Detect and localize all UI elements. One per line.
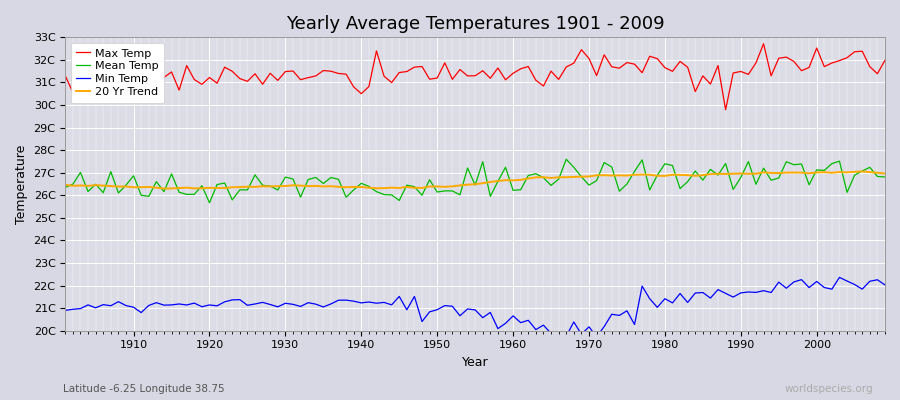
20 Yr Trend	[295, 183, 306, 188]
Max Temp	[60, 73, 71, 78]
Max Temp	[720, 107, 731, 112]
Max Temp	[121, 73, 131, 78]
20 Yr Trend	[607, 173, 617, 178]
Mean Temp	[60, 185, 71, 190]
Max Temp	[500, 78, 511, 82]
20 Yr Trend	[60, 182, 71, 187]
Min Temp	[288, 302, 299, 307]
Mean Temp	[561, 157, 572, 162]
Line: Mean Temp: Mean Temp	[66, 159, 885, 203]
Max Temp	[333, 71, 344, 76]
Mean Temp	[295, 195, 306, 200]
Text: worldspecies.org: worldspecies.org	[785, 384, 873, 394]
Min Temp	[500, 321, 511, 326]
Min Temp	[607, 312, 617, 317]
Max Temp	[598, 52, 609, 57]
20 Yr Trend	[121, 184, 131, 189]
20 Yr Trend	[341, 185, 352, 190]
Mean Temp	[614, 189, 625, 194]
Max Temp	[508, 71, 518, 76]
Mean Temp	[121, 183, 131, 188]
Text: Latitude -6.25 Longitude 38.75: Latitude -6.25 Longitude 38.75	[63, 384, 225, 394]
Mean Temp	[879, 174, 890, 179]
Mean Temp	[204, 200, 215, 205]
X-axis label: Year: Year	[462, 356, 489, 369]
Min Temp	[554, 334, 564, 339]
20 Yr Trend	[879, 171, 890, 176]
Y-axis label: Temperature: Temperature	[15, 144, 28, 224]
Min Temp	[834, 275, 845, 280]
20 Yr Trend	[516, 178, 526, 182]
Max Temp	[288, 68, 299, 73]
20 Yr Trend	[508, 178, 518, 183]
Legend: Max Temp, Mean Temp, Min Temp, 20 Yr Trend: Max Temp, Mean Temp, Min Temp, 20 Yr Tre…	[71, 43, 165, 103]
20 Yr Trend	[857, 169, 868, 174]
Max Temp	[758, 41, 769, 46]
Mean Temp	[341, 195, 352, 200]
Min Temp	[333, 298, 344, 302]
Line: 20 Yr Trend: 20 Yr Trend	[66, 171, 885, 188]
20 Yr Trend	[158, 186, 169, 191]
Line: Min Temp: Min Temp	[66, 277, 885, 337]
Mean Temp	[508, 188, 518, 193]
Min Temp	[121, 303, 131, 308]
Mean Temp	[516, 187, 526, 192]
Min Temp	[508, 314, 518, 318]
Min Temp	[879, 282, 890, 287]
Max Temp	[879, 58, 890, 62]
Line: Max Temp: Max Temp	[66, 44, 885, 110]
Min Temp	[60, 308, 71, 313]
Title: Yearly Average Temperatures 1901 - 2009: Yearly Average Temperatures 1901 - 2009	[286, 15, 664, 33]
